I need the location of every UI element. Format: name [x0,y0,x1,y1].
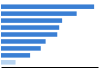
bar [1,60,16,65]
x-axis [2,67,99,68]
bars [1,4,94,64]
bar [1,11,77,16]
x-axis-line [2,67,99,68]
bar [1,4,94,9]
bar [1,25,59,30]
bar [1,46,41,51]
plot-area [1,4,99,67]
chart [0,0,100,71]
bar [1,39,46,44]
bar [1,18,62,23]
bar [1,53,30,58]
bar [1,32,57,37]
